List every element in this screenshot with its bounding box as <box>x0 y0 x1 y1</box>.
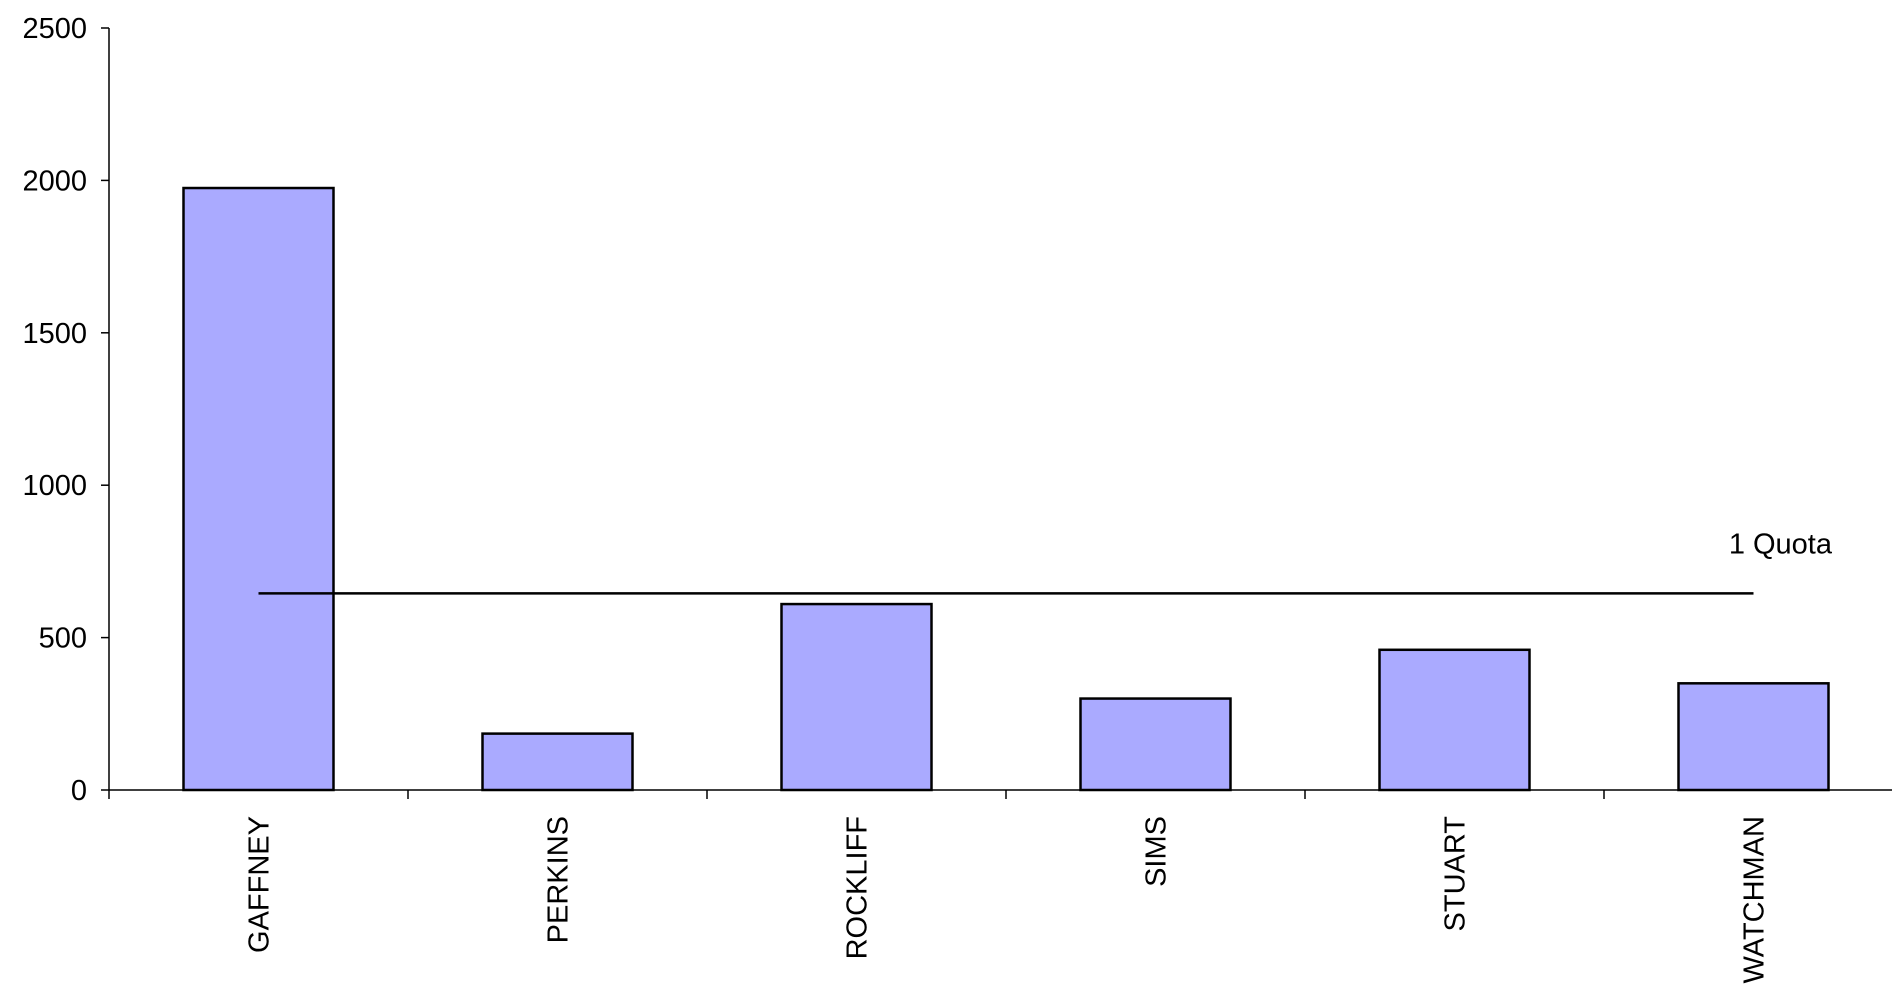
x-tick-label: STUART <box>1440 816 1472 932</box>
bar-stuart <box>1378 648 1531 792</box>
y-tick-label: 1000 <box>22 470 87 502</box>
bar-gaffney <box>182 186 335 792</box>
y-tick-label: 500 <box>39 623 87 655</box>
y-tick-label: 0 <box>71 775 87 807</box>
quota-reference: 1 Quota <box>258 528 1833 595</box>
x-tick-label: WATCHMAN <box>1739 816 1771 984</box>
x-tick-label: GAFFNEY <box>244 816 276 953</box>
bar-sims <box>1079 697 1232 792</box>
y-axis: 0 500 1000 1500 2000 2500 <box>22 13 110 807</box>
bars <box>182 186 1830 792</box>
bar-perkins <box>481 732 634 792</box>
bar-watchman <box>1677 682 1830 792</box>
y-tick-label: 2500 <box>22 13 87 45</box>
x-axis: GAFFNEY PERKINS ROCKLIFF SIMS STUART WATCHMAN <box>108 789 1892 984</box>
y-tick-label: 2000 <box>22 165 87 197</box>
bar-rockliff <box>780 602 933 792</box>
x-tick-label: PERKINS <box>543 816 575 943</box>
x-tick-label: SIMS <box>1141 816 1173 887</box>
x-tick-label: ROCKLIFF <box>842 816 874 959</box>
quota-label: 1 Quota <box>1729 528 1833 560</box>
y-tick-label: 1500 <box>22 318 87 350</box>
